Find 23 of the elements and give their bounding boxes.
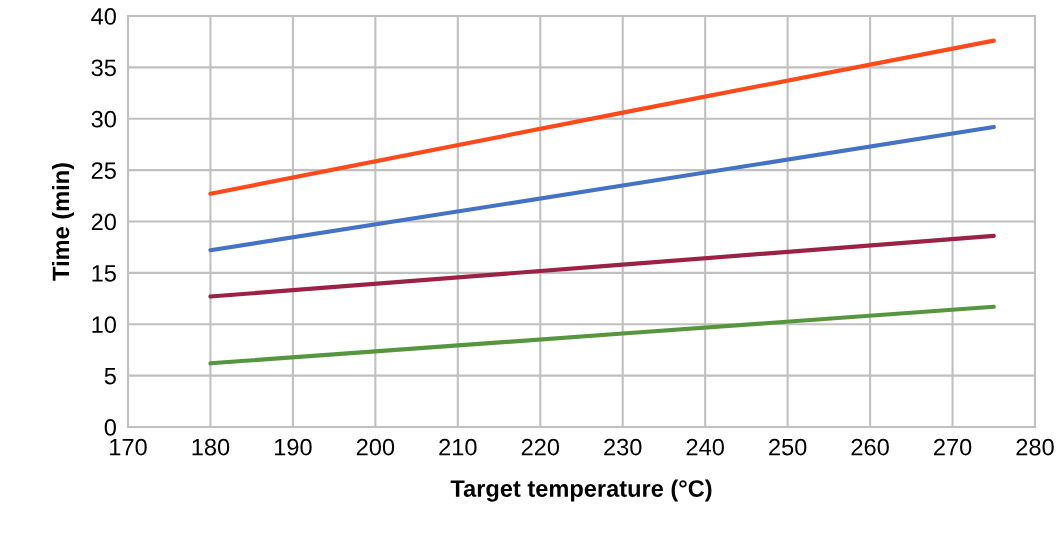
y-tick-label: 15 — [92, 265, 116, 282]
x-tick-label: 250 — [769, 438, 807, 456]
x-tick-label: 210 — [439, 438, 477, 456]
x-tick-label: 200 — [356, 438, 395, 456]
y-tick-label: 10 — [92, 316, 116, 334]
y-tick-label: 5 — [104, 367, 116, 385]
y-tick-label: 40 — [91, 8, 116, 25]
y-tick-label: 0 — [104, 419, 116, 436]
x-tick-label: 170 — [110, 438, 147, 456]
x-tick-label: 180 — [192, 438, 230, 456]
x-tick-label: 190 — [275, 438, 312, 456]
y-tick-label: 20 — [91, 213, 116, 231]
x-tick-label: 240 — [686, 438, 724, 456]
x-tick-label: 220 — [521, 438, 560, 456]
y-axis-title: Time (min) — [51, 163, 74, 281]
x-axis-title: Target temperature (°C) — [450, 479, 712, 502]
x-tick-label: 280 — [1016, 438, 1054, 456]
x-tick-label: 260 — [851, 438, 889, 456]
y-tick-label: 30 — [91, 110, 116, 128]
x-tick-label: 270 — [934, 438, 972, 456]
x-tick-label: 230 — [604, 438, 642, 456]
y-tick-label: 35 — [91, 59, 116, 77]
y-tick-label: 25 — [91, 162, 116, 179]
